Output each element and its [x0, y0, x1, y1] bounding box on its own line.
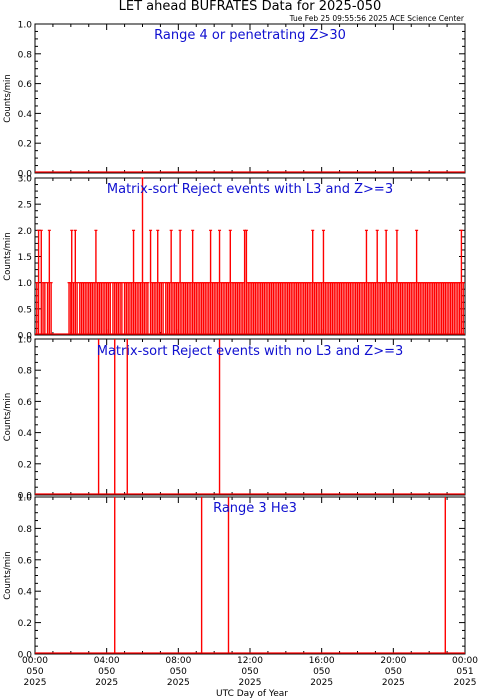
x-tick-label-year: 2025	[310, 678, 333, 688]
y-tick-label: 0.4	[18, 429, 33, 439]
x-tick-label-year: 2025	[239, 678, 262, 688]
y-tick-label: 0.8	[18, 50, 33, 60]
panel-frame	[34, 338, 466, 496]
panel-frame	[34, 23, 466, 174]
panel-title: Matrix-sort Reject events with no L3 and…	[97, 344, 404, 359]
panel-1: 0.0 0.2 0.4 0.6 0.8 1.0 Counts/min Range 4 or p…	[3, 21, 466, 180]
y-tick-label: 0.4	[18, 588, 33, 598]
y-tick-label: 0.8	[18, 525, 33, 535]
y-tick-label: 0.6	[18, 398, 33, 408]
panel-title: Matrix-sort Reject events with L3 and Z>…	[107, 182, 393, 197]
y-tick-label: 3.0	[18, 175, 33, 185]
y-tick-label: 1.0	[18, 494, 33, 504]
y-tick-label: 0.6	[18, 556, 33, 566]
panels: 0.0 0.2 0.4 0.6 0.8 1.0 Counts/min Range 4 or p…	[3, 21, 466, 661]
y-axis-label: Counts/min	[3, 551, 13, 600]
y-tick-label: 0.0	[18, 170, 33, 180]
y-tick-label: 2.0	[18, 227, 33, 237]
panel-title: Range 3 He3	[213, 501, 297, 516]
y-axis-label: Counts/min	[3, 393, 13, 442]
panel-4: 0.0 0.2 0.4 0.6 0.8 1.0 Counts/min Range 3 He3	[3, 494, 466, 661]
x-tick-label-time: 04:00	[94, 656, 120, 666]
x-axis: 00:00050202504:00050202508:00050202512:0…	[22, 656, 478, 688]
panel-title: Range 4 or penetrating Z>30	[154, 28, 346, 43]
x-tick-label-doy: 050	[170, 667, 187, 677]
timestamp: Tue Feb 25 09:55:56 2025 ACE Science Cen…	[289, 14, 465, 23]
x-tick-label-doy: 050	[26, 667, 43, 677]
x-tick-label-time: 12:00	[237, 656, 263, 666]
panel-frame	[34, 496, 466, 655]
y-tick-label: 0.8	[18, 367, 33, 377]
y-tick-label: 0.0	[18, 492, 33, 502]
y-axis-label: Counts/min	[3, 232, 13, 281]
x-tick-label-year: 2025	[382, 678, 405, 688]
y-tick-label: 1.0	[18, 279, 33, 289]
x-tick-label-year: 2025	[454, 678, 477, 688]
panel-2: 0.0 0.5 1.0 1.5 2.0 2.5 3.0 Counts/min Matrix-so…	[3, 175, 466, 342]
x-tick-label-time: 00:00	[22, 656, 48, 666]
x-tick-label-time: 08:00	[165, 656, 191, 666]
y-tick-label: 0.0	[18, 332, 33, 342]
y-tick-label: 0.4	[18, 110, 33, 120]
x-tick-label-doy: 050	[313, 667, 330, 677]
y-tick-label: 0.0	[18, 651, 33, 661]
y-tick-label: 0.2	[18, 619, 32, 629]
y-tick-label: 0.2	[18, 140, 32, 150]
x-tick-label-year: 2025	[167, 678, 190, 688]
y-tick-label: 0.5	[18, 305, 32, 315]
chart-title: LET ahead BUFRATES Data for 2025-050	[119, 0, 382, 14]
x-tick-label-doy: 051	[456, 667, 473, 677]
x-tick-label-doy: 050	[98, 667, 115, 677]
x-tick-label-time: 16:00	[309, 656, 335, 666]
x-tick-label-year: 2025	[24, 678, 47, 688]
y-tick-label: 0.6	[18, 80, 33, 90]
y-tick-label: 1.5	[18, 253, 32, 263]
y-tick-label: 0.2	[18, 460, 32, 470]
x-tick-label-year: 2025	[95, 678, 118, 688]
x-tick-label-doy: 050	[385, 667, 402, 677]
x-tick-label-time: 00:00	[452, 656, 478, 666]
x-tick-label-time: 20:00	[380, 656, 406, 666]
x-axis-label: UTC Day of Year	[216, 689, 288, 699]
x-tick-label-doy: 050	[241, 667, 258, 677]
y-tick-label: 1.0	[18, 336, 33, 346]
y-tick-label: 2.5	[18, 201, 32, 211]
panel-3: 0.0 0.2 0.4 0.6 0.8 1.0 Counts/min Matrix-sort …	[3, 336, 466, 502]
y-axis-label: Counts/min	[3, 74, 13, 123]
y-tick-label: 1.0	[18, 21, 33, 31]
